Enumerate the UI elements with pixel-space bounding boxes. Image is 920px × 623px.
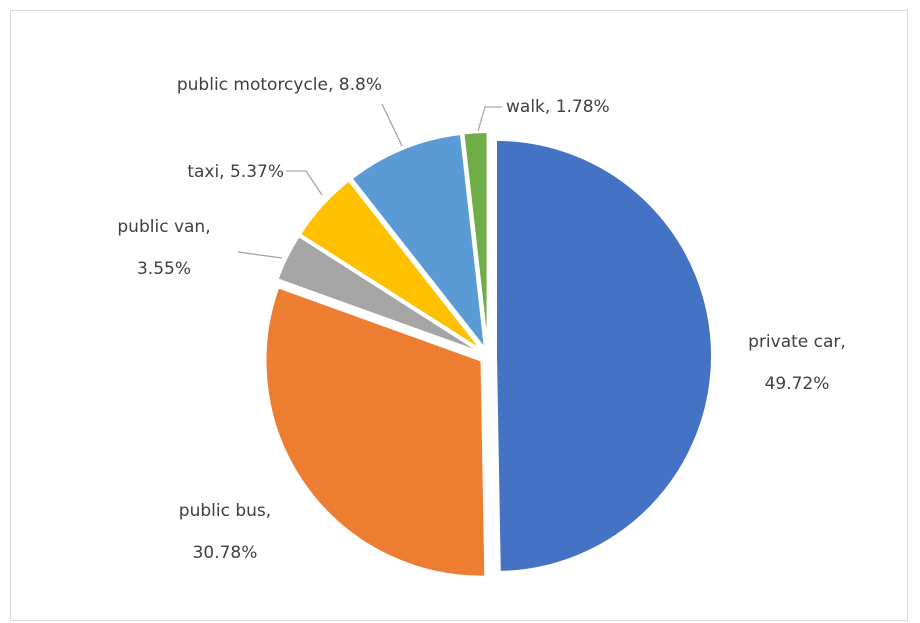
data-labels: private car, 49.72% public bus, 30.78% p… bbox=[117, 75, 845, 563]
leader-line-public-motorcycle bbox=[381, 103, 403, 147]
label-public-motorcycle: public motorcycle, 8.8% bbox=[177, 75, 382, 95]
leader-line-walk bbox=[477, 106, 502, 132]
leader-line-public-van bbox=[237, 251, 283, 259]
label-private-car: private car, bbox=[748, 332, 846, 352]
label-walk: walk, 1.78% bbox=[506, 97, 610, 117]
pie-slice-public-motorcycle bbox=[350, 132, 487, 352]
pie-slice-walk bbox=[462, 131, 489, 349]
label-public-van: public van, bbox=[117, 217, 210, 237]
label-public-bus-value: 30.78% bbox=[193, 543, 258, 563]
pie-slice-public-van bbox=[276, 234, 482, 354]
label-public-van-value: 3.55% bbox=[137, 259, 191, 279]
pie-slice-private-car bbox=[495, 138, 713, 573]
pie-slice-taxi bbox=[298, 179, 483, 352]
label-public-bus: public bus, bbox=[179, 501, 271, 521]
label-private-car-value: 49.72% bbox=[765, 374, 830, 394]
leader-line-taxi bbox=[286, 170, 323, 196]
pie-slice-public-bus bbox=[264, 286, 487, 578]
label-taxi: taxi, 5.37% bbox=[187, 162, 284, 182]
pie-slices bbox=[264, 131, 713, 578]
leader-lines bbox=[237, 103, 502, 259]
